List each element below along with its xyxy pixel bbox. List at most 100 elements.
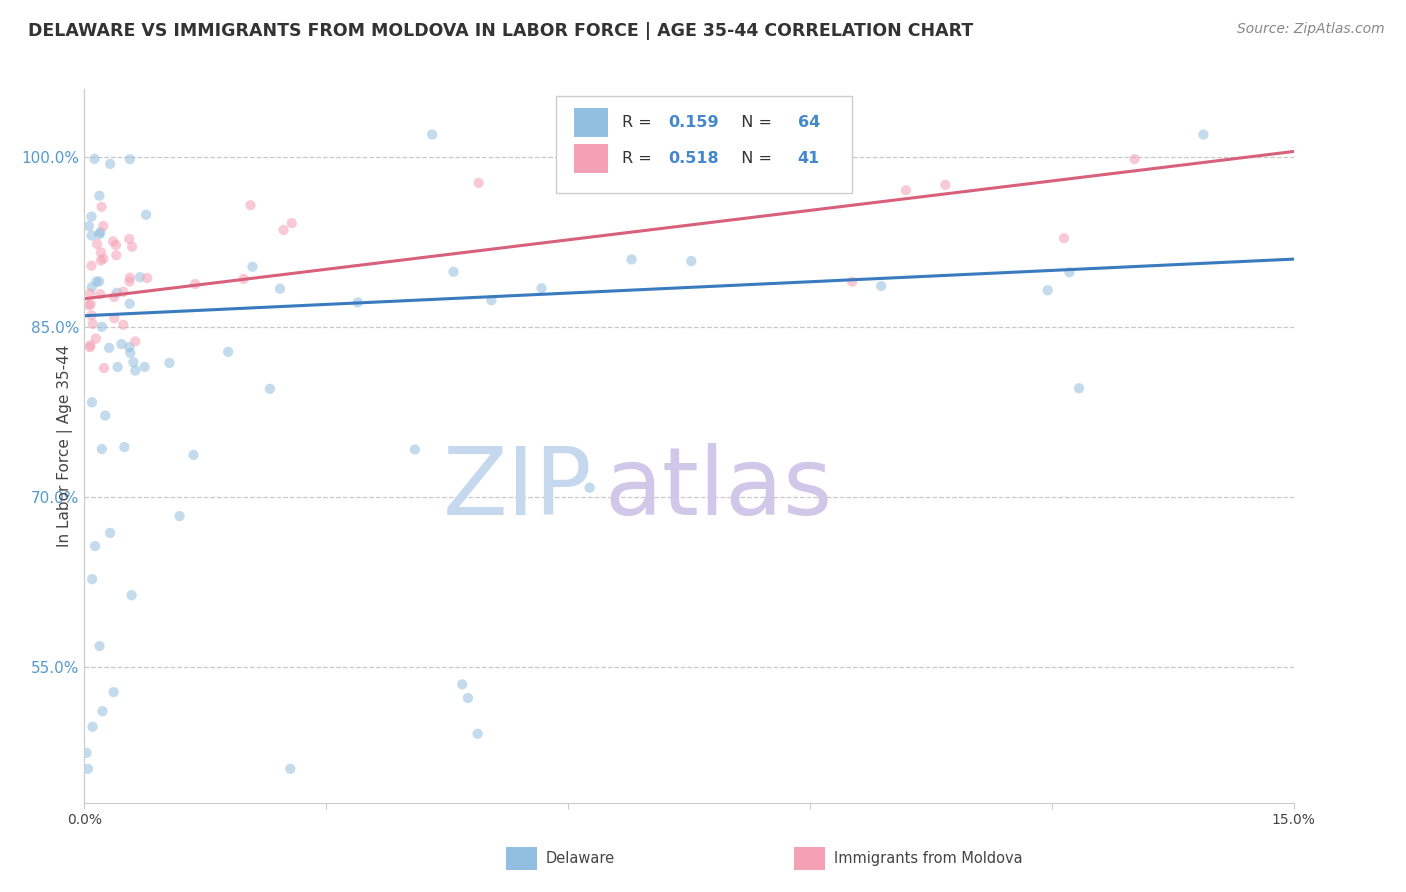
Point [112, 440, 135, 454]
Point [89, 225, 111, 239]
Point [443, 265, 465, 279]
Point [83, 152, 105, 166]
Point [121, 588, 143, 602]
Point [112, 285, 135, 299]
Point [273, 223, 295, 237]
Point [1067, 381, 1090, 395]
Point [91, 252, 114, 266]
Point [80, 395, 103, 409]
Point [159, 356, 181, 370]
Text: Delaware: Delaware [546, 851, 614, 865]
Point [121, 240, 143, 254]
Point [77, 762, 100, 776]
Point [841, 275, 863, 289]
Point [1059, 265, 1081, 279]
Point [86, 274, 108, 288]
Point [82, 317, 104, 331]
Point [94, 409, 117, 423]
Point [467, 727, 489, 741]
Point [217, 344, 239, 359]
Point [118, 153, 141, 167]
Text: 64: 64 [797, 115, 820, 130]
Point [118, 275, 141, 289]
Point [232, 272, 254, 286]
Point [122, 355, 145, 369]
Point [934, 178, 956, 192]
Point [278, 762, 301, 776]
Y-axis label: In Labor Force | Age 35-44: In Labor Force | Age 35-44 [58, 345, 73, 547]
Point [124, 334, 146, 349]
Point [79, 340, 101, 354]
Point [105, 285, 128, 300]
Point [481, 293, 503, 308]
Point [467, 176, 489, 190]
Point [77, 298, 100, 312]
Point [79, 286, 101, 301]
Point [91, 704, 114, 718]
Point [89, 639, 111, 653]
Point [242, 260, 264, 274]
Point [118, 340, 141, 354]
Point [79, 297, 101, 311]
Point [184, 277, 207, 291]
Point [280, 216, 302, 230]
Point [457, 691, 479, 706]
Point [118, 296, 141, 310]
Point [89, 227, 111, 242]
Point [118, 270, 141, 285]
Text: ZIP: ZIP [443, 442, 592, 535]
Text: R =: R = [623, 115, 658, 130]
Text: N =: N = [731, 115, 778, 130]
Point [86, 236, 108, 251]
Text: N =: N = [731, 151, 778, 166]
Point [118, 232, 141, 246]
Text: Immigrants from Moldova: Immigrants from Moldova [834, 851, 1022, 865]
Point [80, 228, 103, 243]
Point [107, 359, 129, 374]
Point [1123, 152, 1146, 166]
Point [134, 359, 156, 374]
Point [169, 509, 191, 524]
Point [239, 198, 262, 212]
FancyBboxPatch shape [555, 96, 852, 193]
Point [530, 281, 553, 295]
Point [451, 677, 474, 691]
Point [183, 448, 205, 462]
Point [404, 442, 426, 457]
Point [620, 252, 643, 267]
Point [98, 157, 121, 171]
Point [98, 525, 121, 540]
Point [80, 259, 103, 273]
Point [124, 363, 146, 377]
Point [1036, 283, 1059, 297]
Point [98, 341, 121, 355]
Point [578, 481, 600, 495]
Point [89, 287, 111, 301]
Point [84, 539, 107, 553]
Point [1053, 231, 1076, 245]
Point [136, 271, 159, 285]
Point [135, 208, 157, 222]
Point [894, 183, 917, 197]
FancyBboxPatch shape [574, 145, 607, 173]
Text: 0.159: 0.159 [668, 115, 718, 130]
Point [87, 275, 110, 289]
Point [80, 308, 103, 322]
Point [90, 245, 112, 260]
Point [82, 572, 104, 586]
Point [80, 280, 103, 294]
Point [80, 210, 103, 224]
Point [870, 279, 893, 293]
Point [110, 337, 132, 351]
Point [79, 338, 101, 352]
Point [120, 346, 142, 360]
Point [269, 282, 291, 296]
Point [104, 238, 127, 252]
Point [90, 319, 112, 334]
FancyBboxPatch shape [574, 109, 607, 137]
Point [129, 270, 152, 285]
Point [76, 746, 98, 760]
Point [82, 720, 104, 734]
Point [105, 248, 128, 262]
Text: atlas: atlas [605, 442, 832, 535]
